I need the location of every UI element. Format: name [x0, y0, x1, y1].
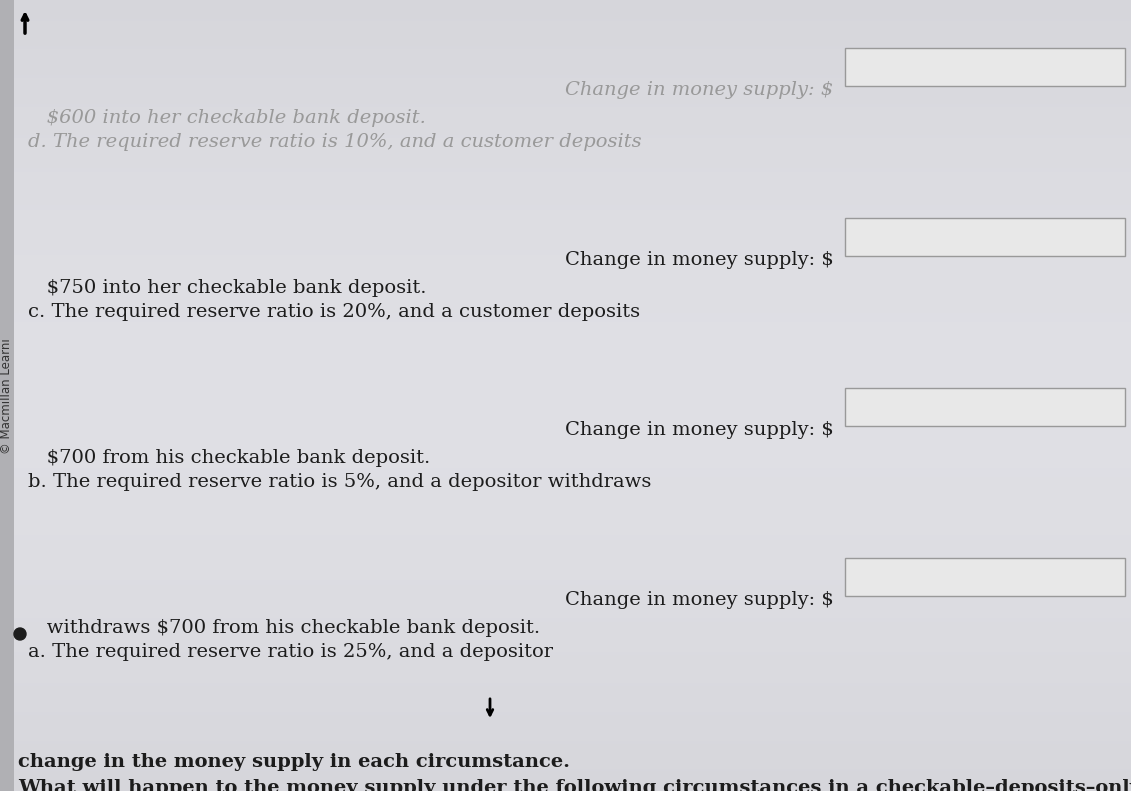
Text: Change in money supply: $: Change in money supply: $ [566, 591, 834, 609]
Text: d. The required reserve ratio is 10%, and a customer deposits: d. The required reserve ratio is 10%, an… [28, 133, 641, 151]
Text: withdraws $700 from his checkable bank deposit.: withdraws $700 from his checkable bank d… [28, 619, 541, 637]
Text: $750 into her checkable bank deposit.: $750 into her checkable bank deposit. [28, 279, 426, 297]
Text: $600 into her checkable bank deposit.: $600 into her checkable bank deposit. [28, 109, 426, 127]
Text: Change in money supply: $: Change in money supply: $ [566, 251, 834, 269]
Text: change in the money supply in each circumstance.: change in the money supply in each circu… [18, 753, 570, 771]
Text: $700 from his checkable bank deposit.: $700 from his checkable bank deposit. [28, 449, 430, 467]
Text: a. The required reserve ratio is 25%, and a depositor: a. The required reserve ratio is 25%, an… [28, 643, 553, 661]
Text: © Macmillan Learni: © Macmillan Learni [0, 338, 14, 454]
FancyBboxPatch shape [845, 558, 1125, 596]
Text: Change in money supply: $: Change in money supply: $ [566, 421, 834, 439]
Circle shape [14, 628, 26, 640]
Text: c. The required reserve ratio is 20%, and a customer deposits: c. The required reserve ratio is 20%, an… [28, 303, 640, 321]
FancyBboxPatch shape [845, 218, 1125, 256]
Text: What will happen to the money supply under the following circumstances in a chec: What will happen to the money supply und… [18, 779, 1131, 791]
FancyBboxPatch shape [845, 388, 1125, 426]
FancyBboxPatch shape [0, 0, 14, 791]
Text: Change in money supply: $: Change in money supply: $ [566, 81, 834, 99]
FancyBboxPatch shape [845, 48, 1125, 86]
Text: b. The required reserve ratio is 5%, and a depositor withdraws: b. The required reserve ratio is 5%, and… [28, 473, 651, 491]
